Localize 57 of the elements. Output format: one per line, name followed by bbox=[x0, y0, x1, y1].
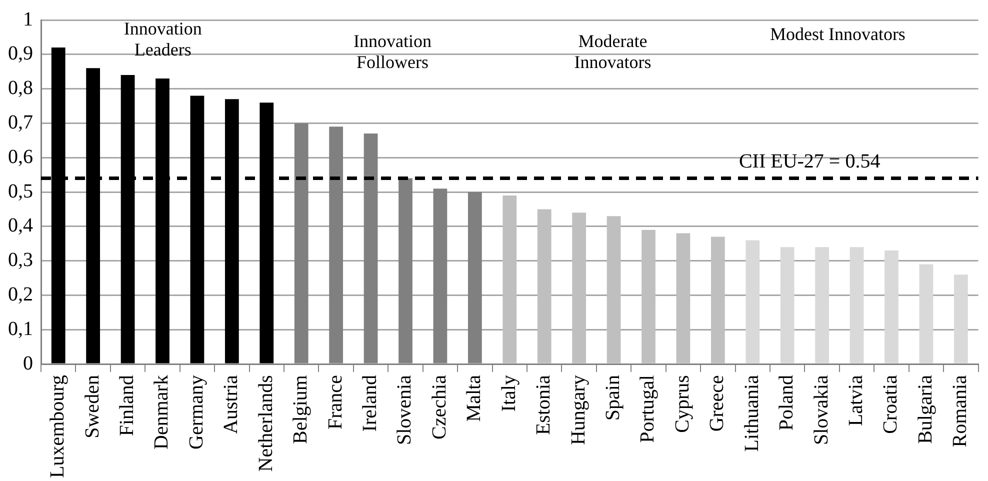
bar bbox=[642, 230, 656, 364]
bar bbox=[537, 209, 552, 364]
y-tick-label: 1 bbox=[23, 8, 33, 30]
x-tick-label: Slovenia bbox=[394, 374, 416, 446]
x-tick-label: Italy bbox=[498, 375, 520, 412]
bar bbox=[502, 195, 517, 364]
bar bbox=[954, 274, 968, 364]
y-tick-label: 0,7 bbox=[8, 111, 33, 134]
x-tick-label: Malta bbox=[463, 374, 486, 422]
x-tick-label: Cyprus bbox=[671, 374, 694, 433]
x-tick-label: Spain bbox=[602, 375, 624, 421]
bar bbox=[780, 247, 794, 364]
x-tick-label: Belgium bbox=[290, 374, 312, 444]
x-tick-label: Netherlands bbox=[254, 374, 277, 472]
bar bbox=[884, 250, 898, 364]
bar bbox=[746, 240, 760, 364]
x-tick-label: Lithuania bbox=[740, 374, 763, 452]
y-tick-label: 0,2 bbox=[8, 283, 33, 306]
y-tick-label: 0,3 bbox=[8, 249, 33, 272]
annotation: Moderate Innovators bbox=[574, 30, 652, 72]
annotation: Modest Innovators bbox=[770, 24, 906, 44]
y-tick-label: 0,9 bbox=[8, 42, 33, 65]
x-tick-label: Germany bbox=[185, 375, 208, 450]
y-tick-label: 0 bbox=[23, 352, 33, 374]
bar bbox=[919, 264, 934, 364]
x-tick-label: Ireland bbox=[359, 375, 382, 432]
x-tick-label: Bulgaria bbox=[914, 374, 936, 444]
x-tick-label: Slovakia bbox=[810, 374, 832, 446]
x-tick-label: Croatia bbox=[880, 374, 902, 434]
x-tick-label: France bbox=[324, 374, 346, 430]
x-tick-label: Estonia bbox=[532, 374, 555, 436]
x-tick-label: Portugal bbox=[636, 374, 659, 443]
x-tick-label: Czechia bbox=[428, 374, 450, 440]
annotation: Innovation Followers bbox=[353, 30, 432, 72]
x-tick-label: Austria bbox=[220, 374, 242, 434]
x-tick-label: Luxembourg bbox=[46, 375, 69, 478]
ref-line-label: CII EU-27 = 0.54 bbox=[738, 150, 880, 173]
x-tick-label: Denmark bbox=[150, 375, 173, 450]
x-tick-label: Latvia bbox=[845, 374, 868, 426]
x-tick-label: Sweden bbox=[81, 375, 104, 438]
bar bbox=[676, 233, 690, 364]
x-tick-label: Hungary bbox=[567, 375, 590, 446]
y-tick-label: 0,6 bbox=[8, 146, 33, 168]
y-tick-label: 0,8 bbox=[8, 77, 33, 100]
bar bbox=[850, 247, 864, 364]
bar bbox=[606, 216, 621, 364]
bar bbox=[710, 236, 725, 364]
y-tick-label: 0,5 bbox=[8, 180, 33, 202]
annotation: Innovation Leaders bbox=[124, 18, 202, 60]
x-tick-label: Greece bbox=[706, 374, 728, 432]
x-tick-label: Poland bbox=[776, 375, 798, 431]
y-tick-label: 0,1 bbox=[8, 318, 33, 340]
x-tick-label: Finland bbox=[116, 375, 138, 436]
bar bbox=[572, 212, 586, 364]
bar bbox=[815, 247, 830, 364]
y-tick-label: 0,4 bbox=[8, 214, 33, 237]
x-tick-label: Romania bbox=[949, 374, 972, 448]
